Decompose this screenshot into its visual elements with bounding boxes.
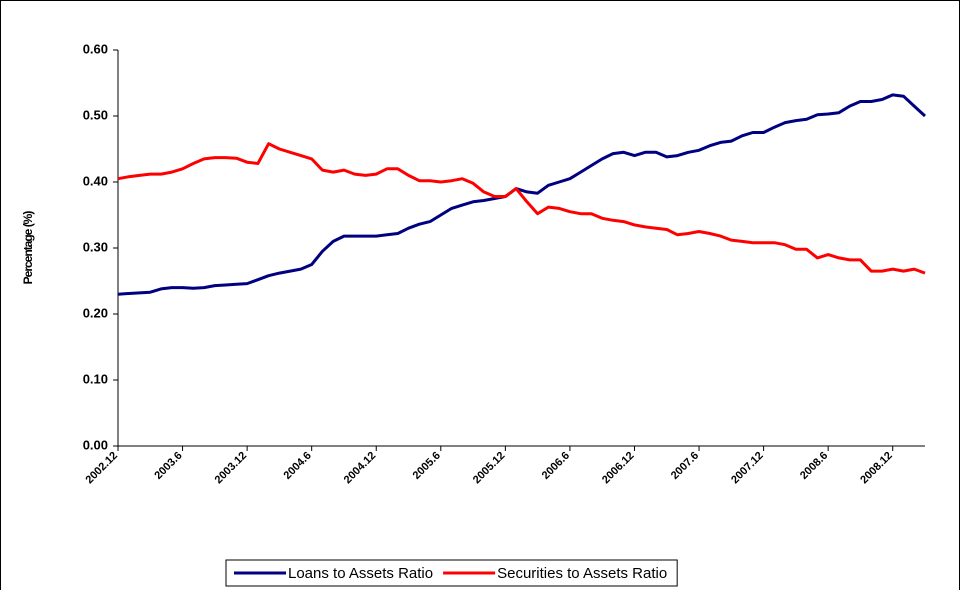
y-tick-label: 0.40: [83, 173, 108, 188]
y-tick-label: 0.20: [83, 305, 108, 320]
y-tick-label: 0.50: [83, 107, 108, 122]
y-axis-label: Percentage (%): [21, 211, 35, 285]
legend-label: Loans to Assets Ratio: [288, 565, 433, 582]
y-tick-label: 0.10: [83, 371, 108, 386]
line-series: [117, 93, 927, 296]
y-tick-label: 0.30: [83, 239, 108, 254]
legend: Loans to Assets Ratio Securities to Asset…: [225, 559, 678, 587]
y-tick-label: 0.00: [83, 437, 108, 452]
legend-label: Securities to Assets Ratio: [497, 565, 667, 582]
line-series: [117, 142, 926, 275]
y-tick-label: 0.60: [83, 41, 108, 56]
